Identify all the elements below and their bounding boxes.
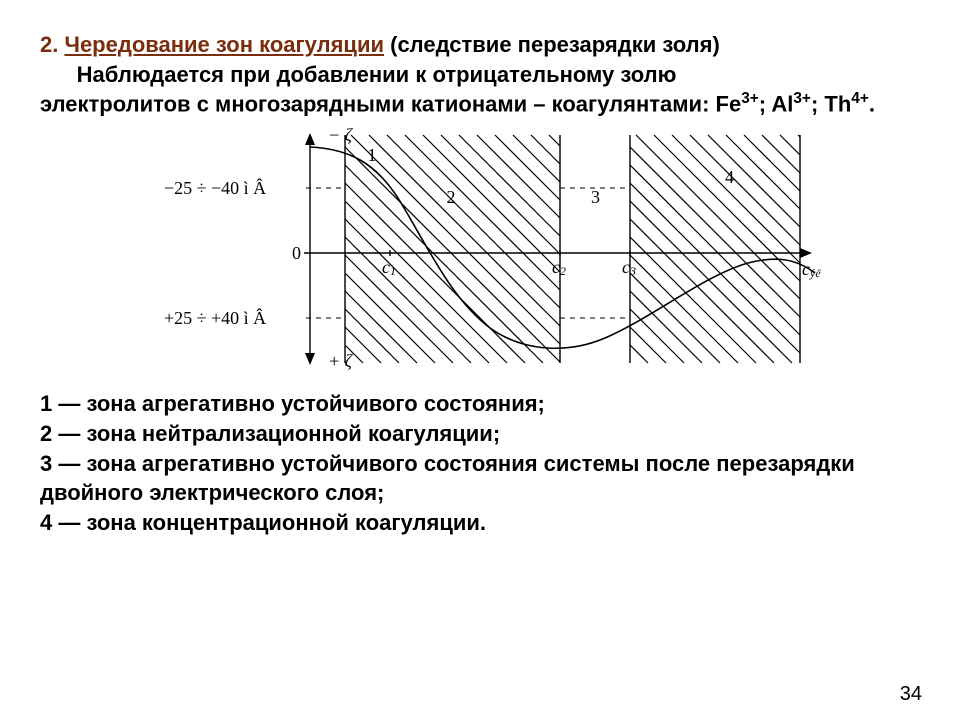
legend-4: 4 — зона концентрационной коагуляции. — [40, 508, 920, 538]
hatch-zone-4 — [630, 135, 800, 363]
heading-line3b: ; Al — [759, 92, 794, 117]
coagulation-chart: − ζ + ζ −25 ÷ −40 ì Â +25 ÷ +40 ì Â 0 c1 c2 c3 c… — [130, 123, 830, 383]
c2-label: c2 — [552, 257, 566, 278]
chart-container: − ζ + ζ −25 ÷ −40 ì Â +25 ÷ +40 ì Â 0 c1 c2 c3 c… — [40, 123, 920, 383]
legend-3: 3 — зона агрегативно устойчивого состоян… — [40, 449, 920, 508]
heading-line3d: . — [869, 92, 875, 117]
zero-label: 0 — [292, 243, 301, 263]
y-axis-arrow-up — [305, 133, 315, 145]
minus-zeta-label: − ζ — [328, 125, 354, 145]
c1-label: c1 — [382, 257, 396, 278]
legend-1: 1 — зона агрегативно устойчивого состоян… — [40, 389, 920, 419]
sup-fe: 3+ — [741, 90, 759, 107]
heading-block: 2. Чередование зон коагуляции (следствие… — [40, 30, 920, 119]
hatch-zone-2 — [345, 135, 560, 363]
x-axis-label: cýë — [802, 259, 821, 280]
heading-rest1: (следствие перезарядки золя) — [384, 32, 720, 57]
zone-1-label: 1 — [368, 145, 377, 165]
zone-4-label: 4 — [725, 167, 734, 187]
heading-line3a: электролитов с многозарядными катионами … — [40, 92, 741, 117]
sup-th: 4+ — [851, 90, 869, 107]
y-axis-arrow-down — [305, 353, 315, 365]
zone-3-label: 3 — [591, 187, 600, 207]
c3-label: c3 — [622, 257, 636, 278]
x-axis-arrow — [800, 248, 812, 258]
heading-number: 2. — [40, 32, 58, 57]
plus-zeta-label: + ζ — [328, 351, 354, 371]
page-number: 34 — [900, 683, 922, 706]
legend-block: 1 — зона агрегативно устойчивого состоян… — [40, 389, 920, 537]
lower-threshold-label: +25 ÷ +40 ì Â — [164, 307, 266, 328]
heading-line3c: ; Th — [811, 92, 851, 117]
legend-2: 2 — зона нейтрализационной коагуляции; — [40, 419, 920, 449]
slide: 2. Чередование зон коагуляции (следствие… — [0, 0, 960, 720]
heading-title: Чередование зон коагуляции — [64, 32, 384, 57]
sup-al: 3+ — [793, 90, 811, 107]
zone-2-label: 2 — [447, 187, 456, 207]
heading-line2: Наблюдается при добавлении к отрицательн… — [40, 62, 676, 87]
upper-threshold-label: −25 ÷ −40 ì Â — [164, 177, 266, 198]
